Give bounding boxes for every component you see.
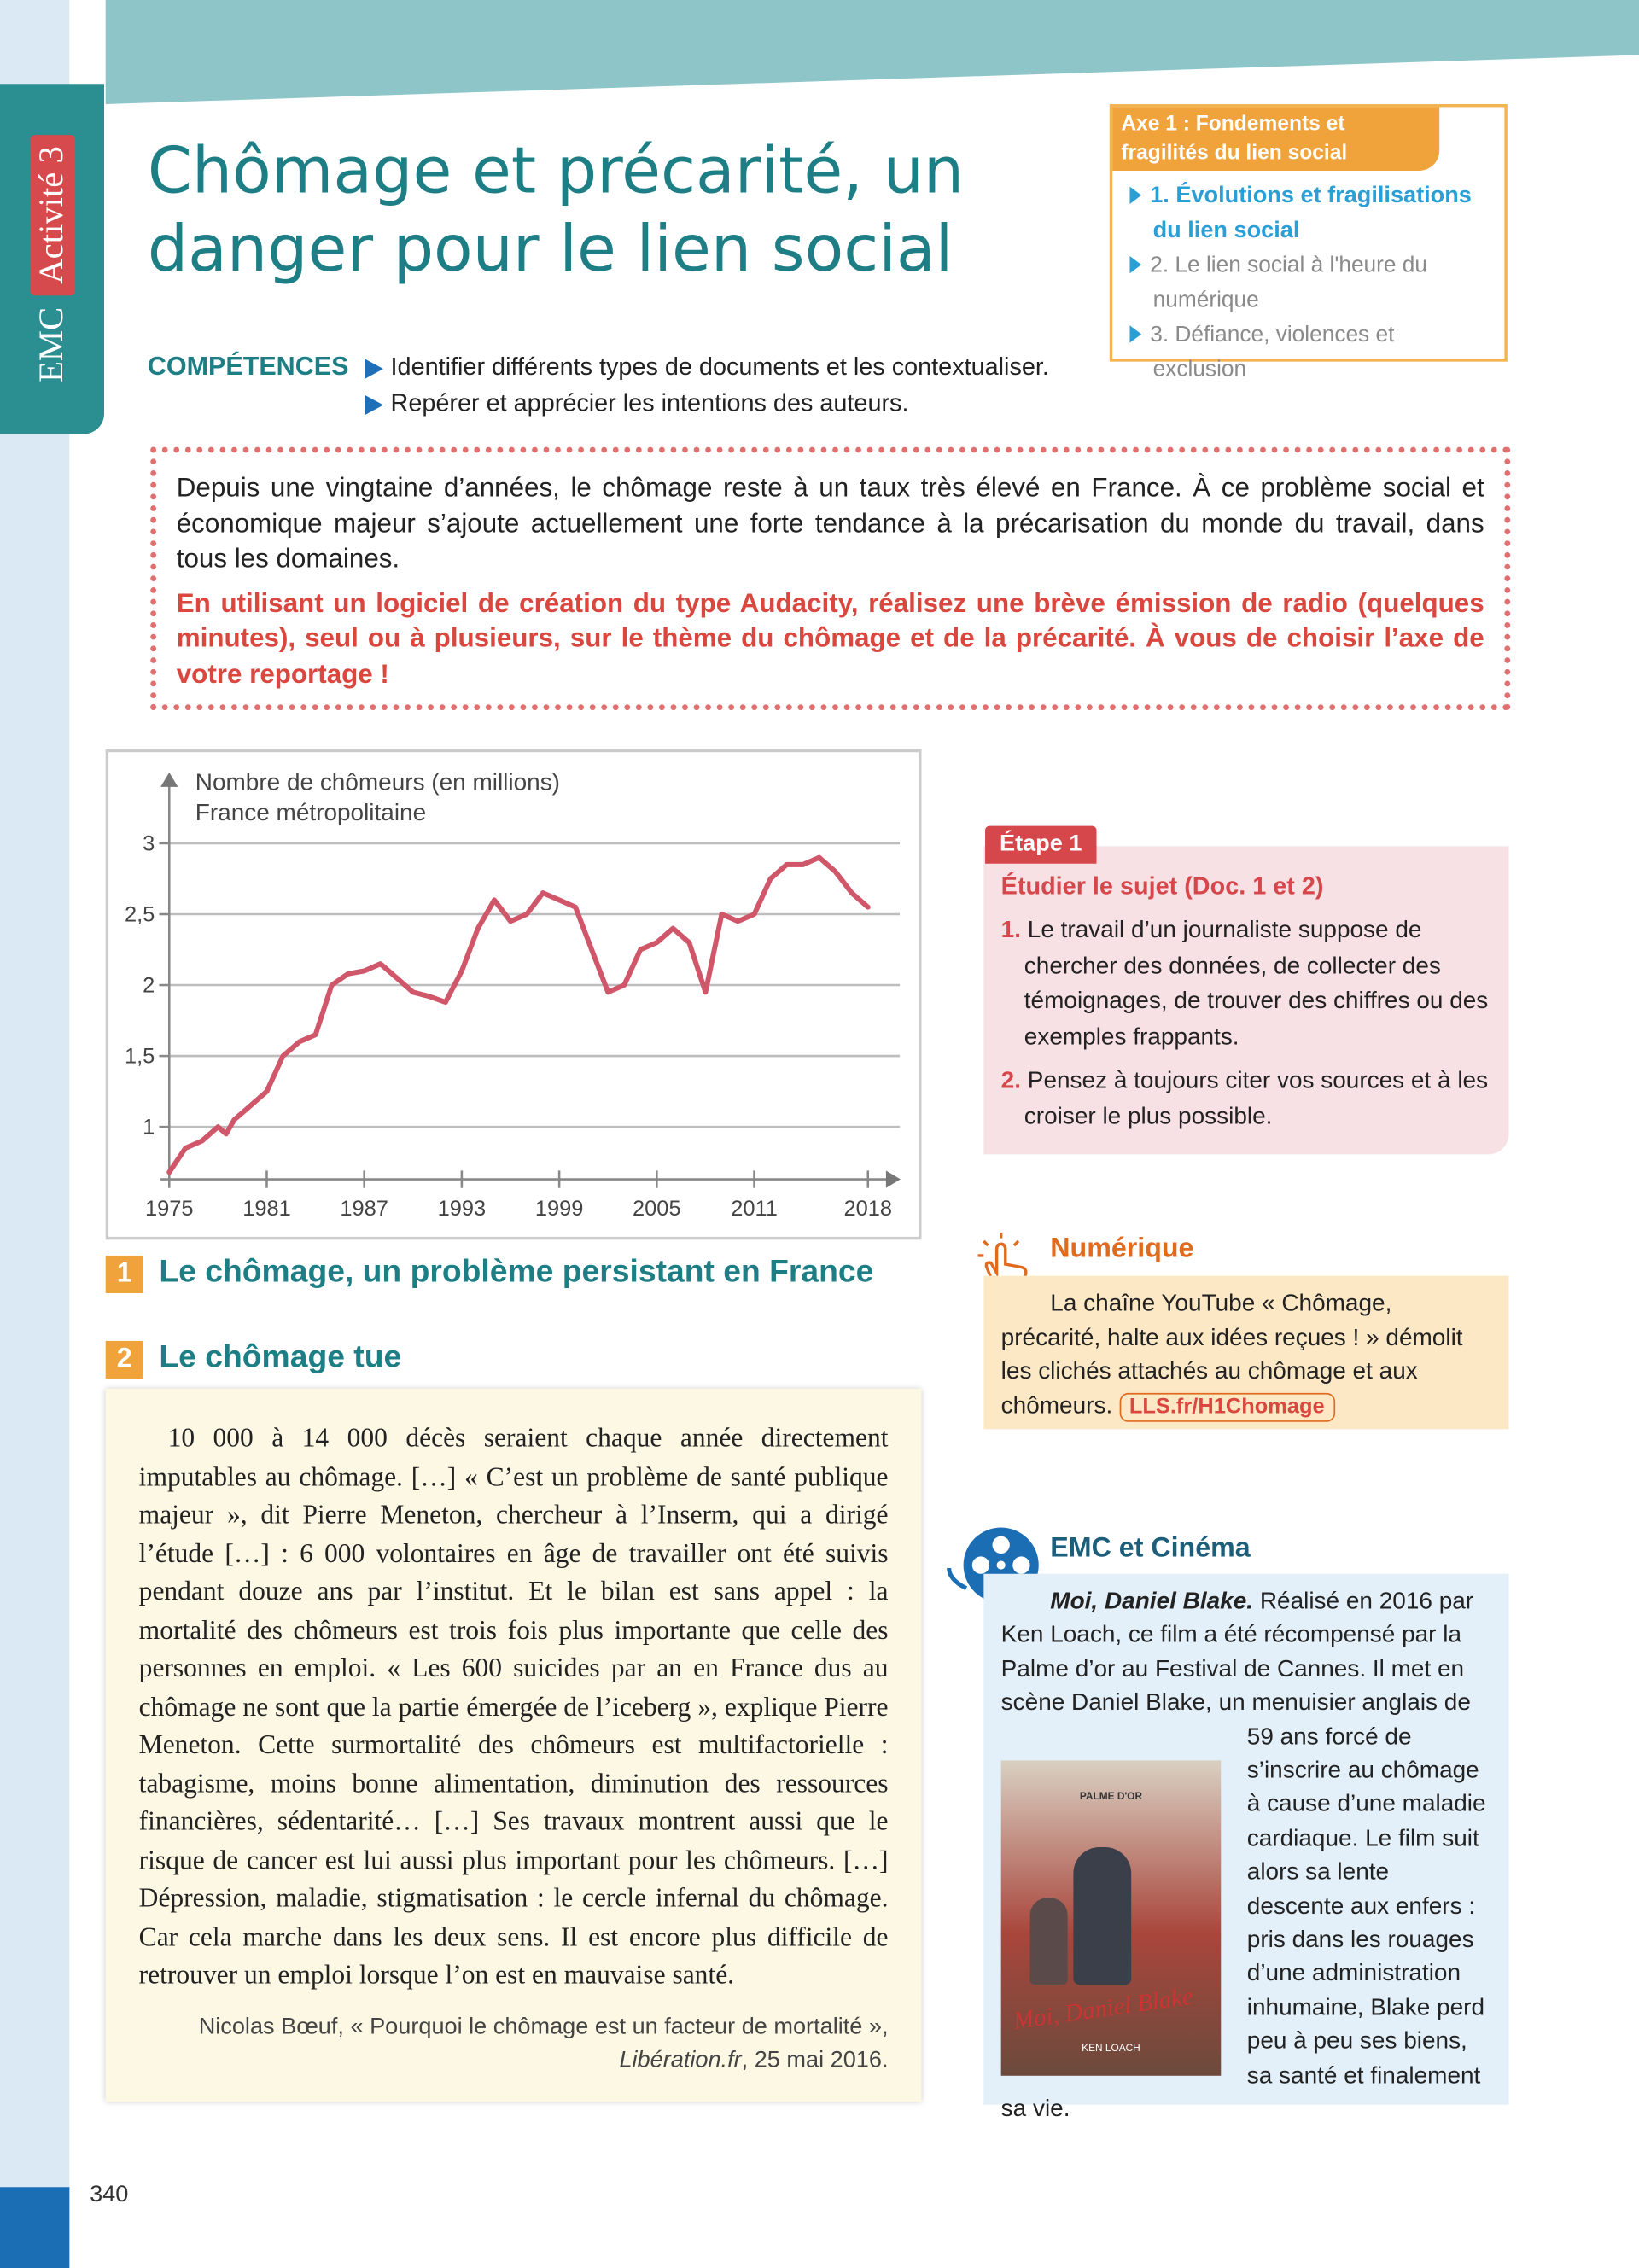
digital-box: La chaîne YouTube « Chômage, précarité, … — [983, 1275, 1509, 1430]
activity-tab: EMC Activité 3 — [0, 84, 105, 434]
step-text: Pensez à toujours citer vos sources et à… — [1024, 1067, 1489, 1129]
axis-title: Axe 1 : Fondements et fragilités du lien… — [1112, 107, 1440, 171]
activity: Activité 3 — [29, 135, 75, 296]
data-line — [166, 854, 871, 1175]
source-author: Nicolas Bœuf, « Pourquoi le chômage est … — [198, 2014, 889, 2039]
y-tick-label: 1,5 — [125, 1045, 155, 1069]
step-tab: Étape 1 — [985, 825, 1097, 864]
doc2-box: 10 000 à 14 000 décès seraient chaque an… — [105, 1388, 922, 2102]
chart-title: Nombre de chômeurs (en millions) — [195, 768, 560, 795]
digital-text: La chaîne YouTube « Chômage, précarité, … — [1000, 1290, 1463, 1419]
x-tick-label: 1993 — [438, 1197, 487, 1221]
x-tick-label: 1981 — [242, 1197, 291, 1221]
axis-item: 1. Évolutions et fragilisations du lien … — [1112, 179, 1474, 248]
page-number: 340 — [90, 2183, 129, 2207]
x-tick-label: 2011 — [731, 1197, 778, 1221]
step-box: Étudier le sujet (Doc. 1 et 2) 1. Le tra… — [983, 846, 1509, 1155]
x-tick-label: 2018 — [844, 1197, 893, 1221]
intro-text: Depuis une vingtaine d’années, le chômag… — [176, 471, 1484, 574]
x-tick-label: 1999 — [535, 1197, 584, 1221]
subject: EMC — [32, 307, 71, 383]
tab-text: EMC Activité 3 — [29, 135, 75, 383]
cinema-text: Réalisé en 2016 par Ken Loach, ce film a… — [1000, 1588, 1486, 2123]
digital-link[interactable]: LLS.fr/H1Chomage — [1119, 1392, 1335, 1421]
skill-item: Repérer et apprécier les intentions des … — [365, 386, 1088, 422]
header-band — [105, 0, 1639, 105]
step-text: Le travail d’un journaliste suppose de c… — [1024, 917, 1489, 1050]
doc-title: Le chômage tue — [159, 1338, 402, 1374]
x-tick-label: 1975 — [145, 1197, 194, 1221]
step-number: 1. — [1000, 917, 1022, 943]
x-axis-arrow — [885, 1170, 901, 1188]
digital-icon — [977, 1232, 1028, 1289]
y-axis-arrow — [160, 772, 178, 787]
axis-box: Axe 1 : Fondements et fragilités du lien… — [1109, 104, 1508, 382]
poster-title: Moi, Daniel Blake — [1011, 1982, 1195, 2035]
intro-task: En utilisant un logiciel de création du … — [176, 586, 1484, 688]
chart-frame — [105, 749, 922, 1240]
skill-item: Identifier différents types de documents… — [365, 350, 1088, 386]
source-site: Libération.fr — [619, 2047, 742, 2073]
page-title: Chômage et précarité, un danger pour le … — [147, 134, 965, 287]
corner-block — [0, 2187, 70, 2268]
step-subtitle: Étudier le sujet (Doc. 1 et 2) — [1000, 872, 1324, 901]
chart-subtitle: France métropolitaine — [195, 799, 426, 825]
film-title: Moi, Daniel Blake. — [1050, 1588, 1254, 1615]
step-number: 2. — [1000, 1067, 1022, 1094]
doc-number: 2 — [105, 1340, 143, 1379]
y-tick-label: 2,5 — [125, 902, 155, 926]
film-poster: PALME D'OR Moi, Daniel Blake KEN LOACH — [1000, 1760, 1222, 2076]
y-tick-label: 1 — [143, 1116, 155, 1140]
step-item: 1. Le travail d’un journaliste suppose d… — [1001, 912, 1491, 1054]
doc-title: Le chômage, un problème persistant en Fr… — [159, 1252, 874, 1289]
doc-number: 1 — [105, 1255, 143, 1293]
poster-award: PALME D'OR — [1079, 1792, 1143, 1803]
doc2-source: Nicolas Bœuf, « Pourquoi le chômage est … — [139, 2010, 889, 2077]
cinema-heading: EMC et Cinéma — [1050, 1533, 1251, 1564]
poster-director: KEN LOACH — [1082, 2044, 1140, 2055]
y-tick-label: 3 — [143, 831, 155, 855]
y-tick-label: 2 — [143, 974, 155, 998]
doc2-text: 10 000 à 14 000 décès seraient chaque an… — [138, 1423, 889, 1991]
source-date: , 25 mai 2016. — [741, 2047, 889, 2073]
intro-box: Depuis une vingtaine d’années, le chômag… — [150, 446, 1511, 711]
x-tick-label: 1987 — [340, 1197, 388, 1221]
chart: Nombre de chômeurs (en millions) France m… — [125, 768, 901, 1221]
axis-item: 3. Défiance, violences et exclusion — [1112, 318, 1474, 388]
cinema-box: PALME D'OR Moi, Daniel Blake KEN LOACH M… — [983, 1573, 1509, 2122]
x-tick-label: 2005 — [633, 1197, 681, 1221]
skills-list: Identifier différents types de documents… — [365, 350, 1088, 421]
step-item: 2. Pensez à toujours citer vos sources e… — [1001, 1064, 1491, 1134]
digital-heading: Numérique — [1050, 1233, 1194, 1265]
skills-label: COMPÉTENCES — [147, 351, 349, 381]
axis-item: 2. Le lien social à l'heure du numérique — [1112, 248, 1474, 318]
